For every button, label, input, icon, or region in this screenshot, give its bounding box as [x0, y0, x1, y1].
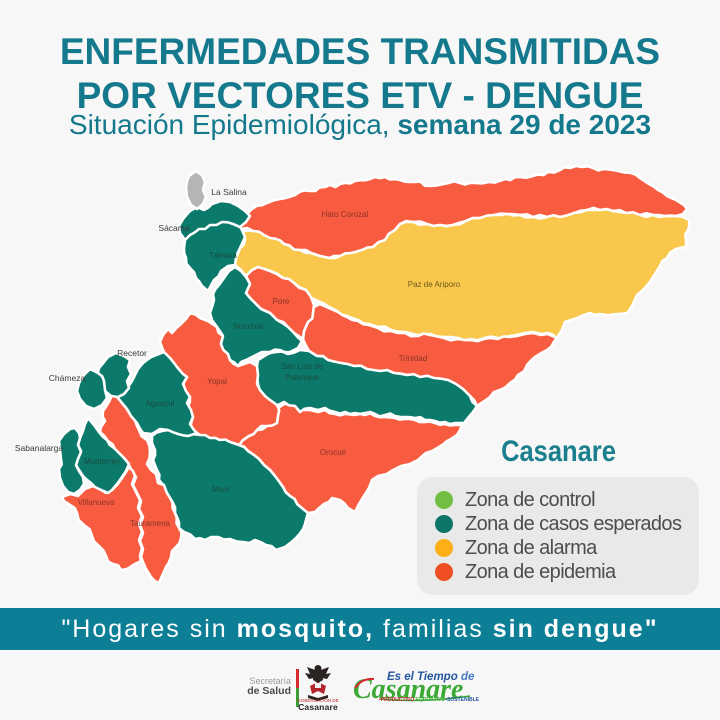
svg-text:Villanueva: Villanueva — [78, 498, 115, 507]
svg-text:Pore: Pore — [273, 297, 290, 306]
svg-text:Sácama: Sácama — [158, 223, 189, 233]
svg-text:La Salina: La Salina — [211, 187, 247, 197]
svg-text:Tauramena: Tauramena — [130, 519, 171, 528]
svg-text:Támara: Támara — [209, 251, 237, 260]
svg-text:Recetor: Recetor — [117, 348, 147, 358]
svg-text:San Luis de: San Luis de — [281, 362, 324, 371]
svg-text:Monterrey: Monterrey — [84, 457, 120, 466]
svg-text:Trinidad: Trinidad — [399, 354, 428, 363]
svg-text:Maní: Maní — [212, 485, 231, 494]
svg-text:Palenque: Palenque — [285, 373, 319, 382]
svg-text:Hato Corozal: Hato Corozal — [322, 210, 369, 219]
svg-text:Sabanalarga: Sabanalarga — [15, 443, 63, 453]
svg-text:Orocué: Orocué — [320, 448, 347, 457]
svg-text:Paz de Ariporo: Paz de Ariporo — [408, 280, 461, 289]
svg-text:Aguazul: Aguazul — [146, 399, 175, 408]
svg-text:Chámeza: Chámeza — [49, 373, 86, 383]
svg-text:Yopal: Yopal — [207, 377, 227, 386]
svg-text:Nunchía: Nunchía — [233, 322, 263, 331]
